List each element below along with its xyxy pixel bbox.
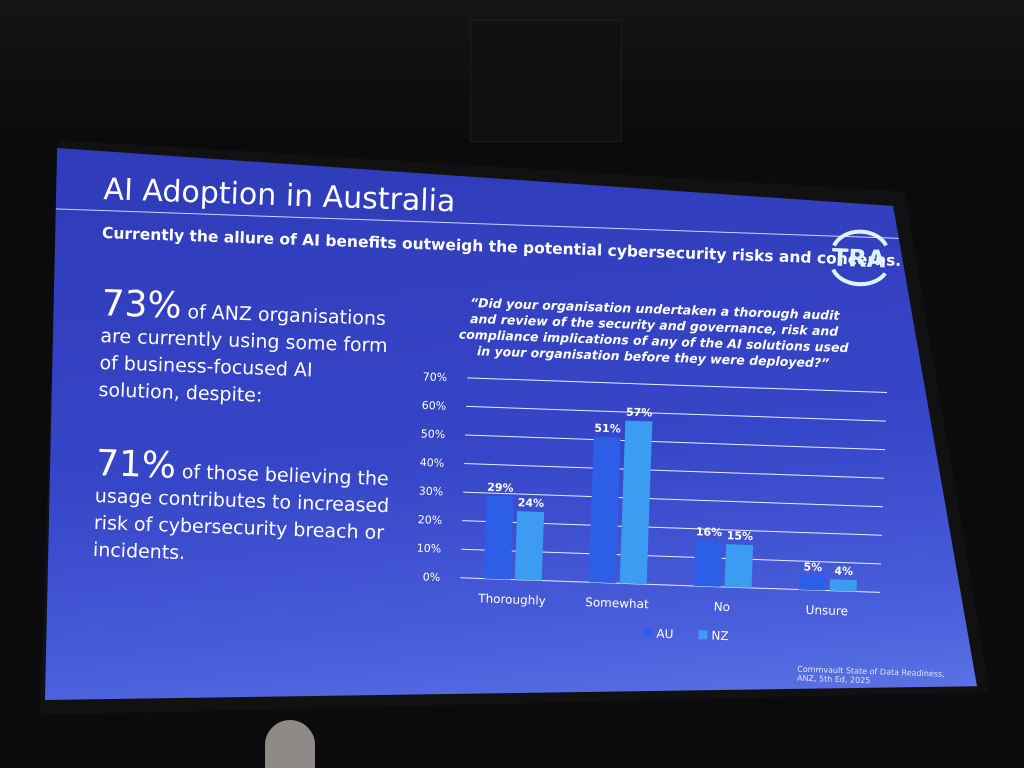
data-label: 51% (594, 422, 621, 436)
slide-subtitle: Currently the allure of AI benefits outw… (101, 224, 902, 270)
y-tick-label: 60% (422, 399, 447, 413)
y-tick-label: 50% (421, 427, 446, 441)
stat-risk-value: 71% (95, 442, 177, 487)
legend-swatch-au (643, 628, 653, 638)
bar-nz-no (724, 544, 754, 588)
y-tick-label: 20% (418, 513, 443, 527)
gridline (463, 491, 884, 508)
ceiling-speaker (470, 20, 622, 142)
y-tick-label: 0% (423, 570, 441, 584)
x-tick-label: Thoroughly (477, 591, 546, 607)
survey-question: “Did your organisation undertaken a thor… (458, 294, 849, 371)
source-citation: Commvault State of Data Readiness, ANZ, … (796, 664, 945, 686)
bar-au-no (693, 540, 723, 587)
data-label: 57% (626, 406, 653, 420)
stat-adoption-value: 73% (100, 283, 183, 327)
bar-chart: 0% 10% 20% 30% 40% 50% 60% 70% 29% 24% Thoroughly 5… (417, 370, 887, 644)
data-label: 29% (487, 481, 514, 495)
legend-label-nz: NZ (711, 629, 729, 644)
bar-nz-somewhat (619, 420, 653, 585)
gridline (467, 377, 887, 394)
legend-label-au: AU (656, 627, 673, 642)
stat-risk: 71% of those believing the usage contrib… (93, 443, 397, 574)
data-label: 5% (803, 560, 822, 574)
y-tick-label: 30% (419, 485, 444, 499)
x-tick-label: Unsure (805, 603, 848, 618)
svg-text:TRA: TRA (831, 244, 886, 274)
tra-logo: TRA (831, 229, 888, 287)
x-tick-label: Somewhat (585, 595, 649, 611)
presenter-head (265, 720, 315, 768)
bar-nz-thoroughly (514, 511, 545, 581)
bar-au-somewhat (588, 436, 621, 584)
stat-adoption: 73% of ANZ organisations are currently u… (98, 283, 402, 414)
data-label: 15% (726, 529, 753, 543)
legend-swatch-nz (698, 630, 708, 640)
y-tick-label: 40% (420, 456, 445, 470)
gridline (465, 434, 886, 451)
data-label: 24% (518, 496, 545, 510)
gridline (466, 405, 886, 422)
bar-nz-unsure (829, 579, 857, 592)
presentation-slide: AI Adoption in Australia Currently the a… (45, 148, 977, 700)
data-label: 16% (696, 525, 723, 539)
data-label: 4% (834, 564, 853, 578)
gridline (464, 463, 885, 479)
bar-au-thoroughly (483, 495, 514, 580)
x-tick-label: No (713, 600, 730, 615)
y-tick-label: 10% (417, 542, 442, 556)
bar-au-unsure (798, 575, 827, 591)
y-tick-label: 70% (423, 370, 448, 384)
